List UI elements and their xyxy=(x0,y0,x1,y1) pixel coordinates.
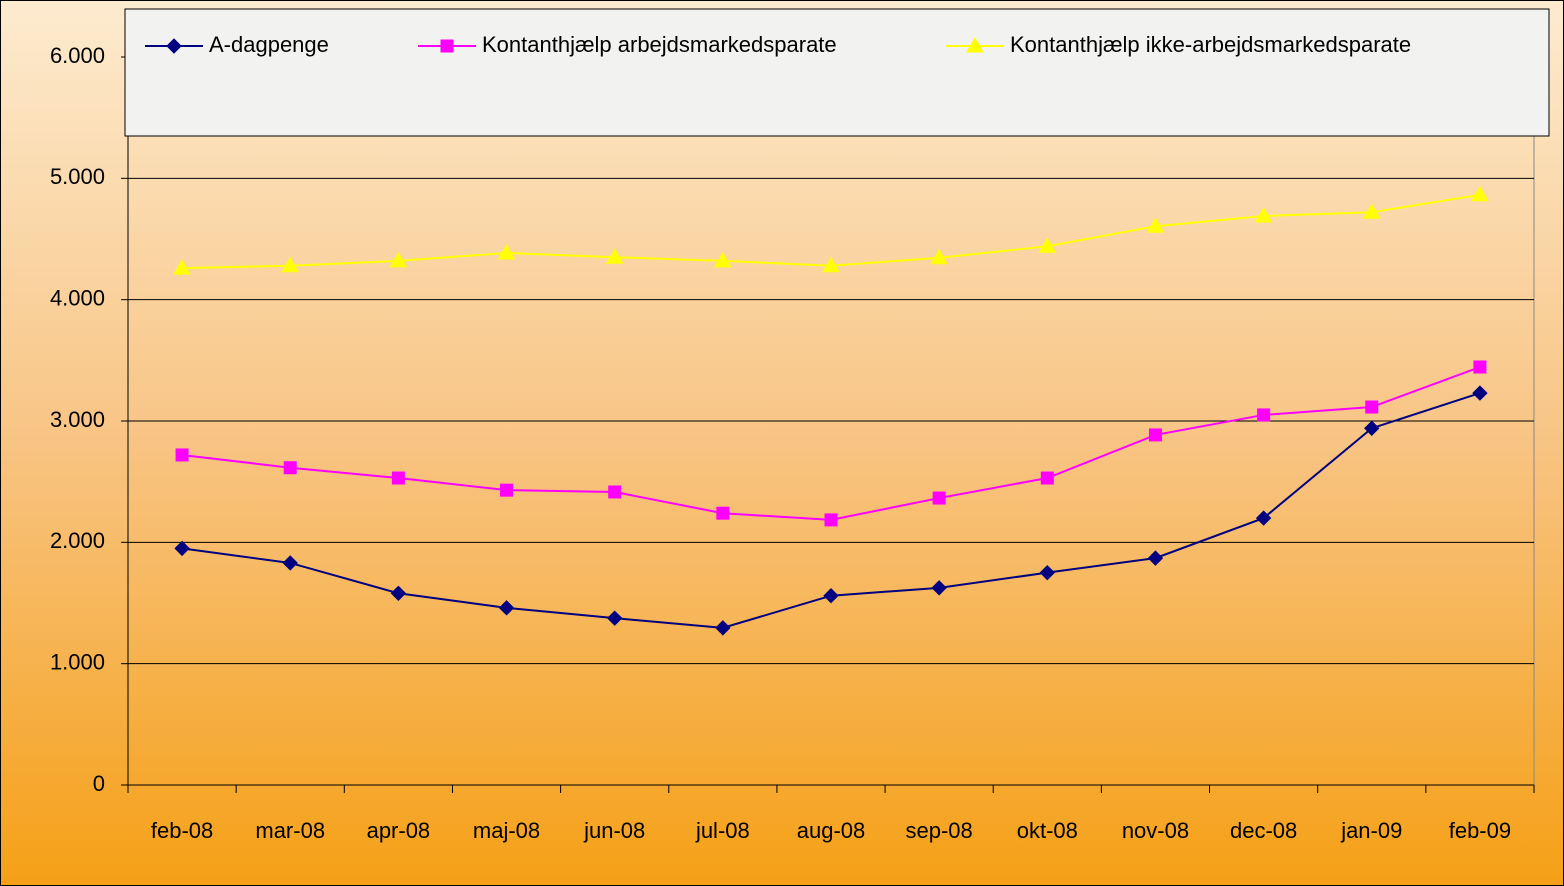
y-tick-label: 3.000 xyxy=(50,407,105,432)
x-tick-label: jan-09 xyxy=(1340,818,1402,843)
legend-label: Kontanthjælp ikke-arbejdsmarkedsparate xyxy=(1010,32,1411,57)
y-tick-label: 4.000 xyxy=(50,285,105,310)
data-point xyxy=(1040,471,1054,485)
legend-label: Kontanthjælp arbejdsmarkedsparate xyxy=(482,32,837,57)
data-point xyxy=(1472,385,1488,401)
data-point xyxy=(174,540,190,557)
data-point xyxy=(715,620,731,636)
data-point xyxy=(930,248,949,265)
data-point xyxy=(1257,408,1271,422)
data-point xyxy=(175,448,189,462)
x-tick-label: sep-08 xyxy=(906,818,973,843)
data-point xyxy=(1471,185,1489,202)
data-point xyxy=(390,585,407,602)
y-tick-label: 0 xyxy=(93,771,105,796)
data-point xyxy=(932,491,946,505)
data-point xyxy=(1254,206,1273,223)
data-point xyxy=(1364,420,1380,436)
legend-label: A-dagpenge xyxy=(209,32,329,57)
x-tick-label: jun-08 xyxy=(583,818,645,843)
legend-marker xyxy=(440,39,454,53)
x-tick-label: maj-08 xyxy=(473,818,540,843)
data-point xyxy=(605,248,624,264)
data-point xyxy=(931,580,947,596)
data-point xyxy=(824,513,838,527)
legend-marker xyxy=(166,38,182,54)
x-tick-label: apr-08 xyxy=(367,818,431,843)
data-point xyxy=(173,259,191,275)
data-point xyxy=(823,588,839,604)
data-point xyxy=(1255,510,1272,526)
x-tick-label: feb-08 xyxy=(151,818,213,843)
data-point xyxy=(608,485,622,499)
data-point xyxy=(1148,428,1162,442)
data-point xyxy=(281,256,300,273)
data-point xyxy=(389,251,408,268)
data-point xyxy=(283,461,297,475)
x-tick-label: nov-08 xyxy=(1122,818,1189,843)
x-tick-label: aug-08 xyxy=(797,818,866,843)
x-tick-label: dec-08 xyxy=(1230,818,1297,843)
legend-box xyxy=(124,8,1550,137)
data-point xyxy=(282,555,298,571)
y-tick-label: 6.000 xyxy=(50,43,105,68)
data-point xyxy=(713,251,732,268)
data-point xyxy=(716,506,730,520)
data-point xyxy=(497,243,516,260)
data-point xyxy=(500,483,514,497)
legend-marker xyxy=(966,36,984,53)
data-point xyxy=(1146,217,1165,233)
x-tick-label: mar-08 xyxy=(255,818,325,843)
data-point xyxy=(1365,400,1379,414)
y-tick-label: 1.000 xyxy=(50,649,105,674)
data-point xyxy=(822,256,840,273)
data-point xyxy=(391,471,405,485)
y-tick-label: 5.000 xyxy=(50,164,105,189)
data-point xyxy=(1362,203,1381,219)
y-tick-label: 2.000 xyxy=(50,528,105,553)
data-point xyxy=(1473,360,1487,374)
data-point xyxy=(1147,550,1164,566)
x-tick-label: feb-09 xyxy=(1449,818,1511,843)
data-point xyxy=(1039,564,1056,581)
x-tick-label: okt-08 xyxy=(1017,818,1078,843)
data-point xyxy=(606,610,623,626)
data-point xyxy=(498,600,515,616)
x-tick-label: jul-08 xyxy=(695,818,750,843)
data-point xyxy=(1038,237,1057,253)
